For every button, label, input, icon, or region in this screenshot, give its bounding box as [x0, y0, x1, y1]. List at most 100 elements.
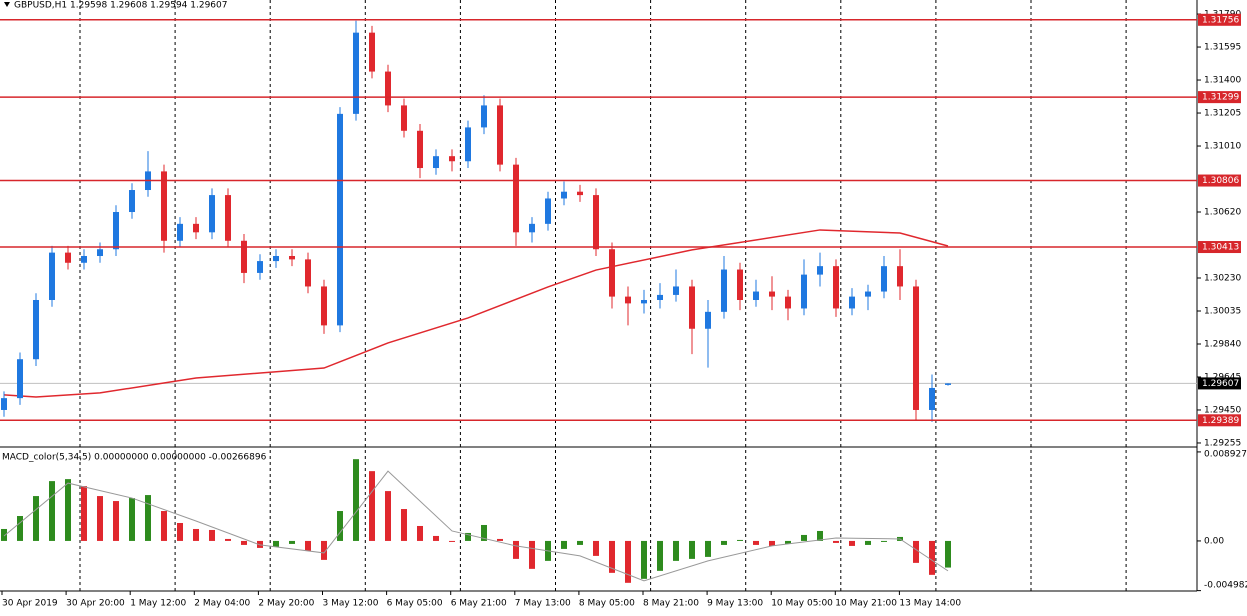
candle-body [561, 191, 567, 199]
macd-title: MACD_color(5,34,5) 0.00000000 0.00000000… [2, 453, 267, 463]
x-tick-label: 8 May 21:00 [643, 599, 699, 609]
macd-bar [305, 540, 311, 551]
macd-bar [561, 540, 567, 549]
x-tick-label: 30 Apr 2019 [2, 599, 58, 609]
candle-body [833, 266, 839, 309]
candle-body [641, 299, 647, 304]
macd-bar [385, 491, 391, 541]
macd-bar [273, 540, 279, 547]
x-tick-label: 6 May 21:00 [451, 599, 507, 609]
candle-body [417, 130, 423, 169]
macd-bar [881, 540, 887, 542]
candle-body [465, 127, 471, 162]
candle-body [769, 291, 775, 297]
candle-body [481, 105, 487, 128]
candle-body [817, 266, 823, 275]
macd-bar [641, 540, 647, 579]
candle-body [577, 191, 583, 196]
y-tick-label: 1.29255 [1204, 438, 1241, 448]
macd-bar [817, 530, 823, 541]
macd-bar [17, 516, 23, 541]
candle-body [529, 223, 535, 233]
candle-body [753, 291, 759, 300]
macd-bar [833, 540, 839, 543]
moving-average [3, 229, 949, 398]
macd-bar [33, 496, 39, 541]
candle-body [849, 296, 855, 309]
macd-bar [753, 540, 759, 545]
macd-bar [865, 540, 871, 545]
candle-body [913, 286, 919, 410]
macd-tick-label: 0.0089275 [1204, 450, 1247, 460]
macd-bar [929, 540, 935, 575]
candle-body [801, 274, 807, 309]
candle-body [929, 387, 935, 410]
x-tick-label: 13 May 14:00 [899, 599, 961, 609]
x-tick-label: 10 May 05:00 [771, 599, 833, 609]
x-tick-label: 10 May 21:00 [835, 599, 897, 609]
macd-bar [225, 538, 231, 541]
macd-bar [609, 540, 615, 573]
macd-bar [593, 540, 599, 556]
y-tick-label: 1.31595 [1204, 43, 1241, 53]
macd-bar [113, 501, 119, 541]
macd-bar [801, 534, 807, 541]
y-tick-label: 1.31400 [1204, 76, 1241, 86]
candle-body [449, 156, 455, 162]
candle-body [897, 266, 903, 287]
macd-bar [721, 540, 727, 545]
macd-bar [433, 535, 439, 541]
current-price-label-bg [1198, 377, 1241, 390]
macd-bar [657, 540, 663, 571]
candle-body [945, 383, 951, 385]
candle-body [737, 269, 743, 300]
candle-body [65, 252, 71, 263]
level-label-bg [1198, 241, 1241, 254]
x-tick-label: 9 May 13:00 [707, 599, 763, 609]
y-tick-label: 1.30230 [1204, 273, 1241, 283]
level-label: 1.29389 [1202, 416, 1239, 426]
candle-body [881, 266, 887, 292]
candle-body [353, 32, 359, 114]
macd-bar [913, 540, 919, 563]
x-tick-label: 3 May 12:00 [323, 599, 379, 609]
y-tick-label: 1.30620 [1204, 208, 1241, 218]
menu-arrow[interactable] [4, 2, 10, 7]
x-tick-label: 1 May 12:00 [130, 599, 186, 609]
macd-bar [241, 540, 247, 545]
macd-bar [337, 511, 343, 541]
macd-bar [129, 498, 135, 541]
candle-body [705, 311, 711, 329]
candle-body [241, 240, 247, 273]
current-price-label: 1.29607 [1202, 379, 1239, 389]
macd-bar [177, 522, 183, 541]
candle-body [225, 195, 231, 241]
macd-tick-label: -0.004982 [1204, 581, 1247, 591]
x-tick-label: 2 May 20:00 [258, 599, 314, 609]
level-label-bg [1198, 414, 1241, 427]
candle-body [129, 190, 135, 213]
chart-title: GBPUSD,H1 1.29598 1.29608 1.29594 1.2960… [14, 1, 227, 11]
macd-bar [577, 540, 583, 545]
level-label-bg [1198, 174, 1241, 187]
candle-body [177, 223, 183, 241]
y-tick-label: 1.30035 [1204, 306, 1241, 316]
candle-body [369, 32, 375, 72]
macd-bar [209, 529, 215, 541]
candle-body [673, 286, 679, 295]
macd-bar [353, 459, 359, 541]
candle-body [689, 286, 695, 329]
macd-bar [769, 540, 775, 546]
level-label-bg [1198, 13, 1241, 26]
candle-body [545, 198, 551, 224]
level-label-bg [1198, 91, 1241, 104]
candle-body [657, 294, 663, 300]
level-label: 1.31299 [1202, 93, 1239, 103]
macd-bar [465, 532, 471, 541]
y-tick-label: 1.29450 [1204, 405, 1241, 415]
candle-body [721, 269, 727, 312]
level-label: 1.31756 [1202, 15, 1239, 25]
candle-body [497, 105, 503, 165]
